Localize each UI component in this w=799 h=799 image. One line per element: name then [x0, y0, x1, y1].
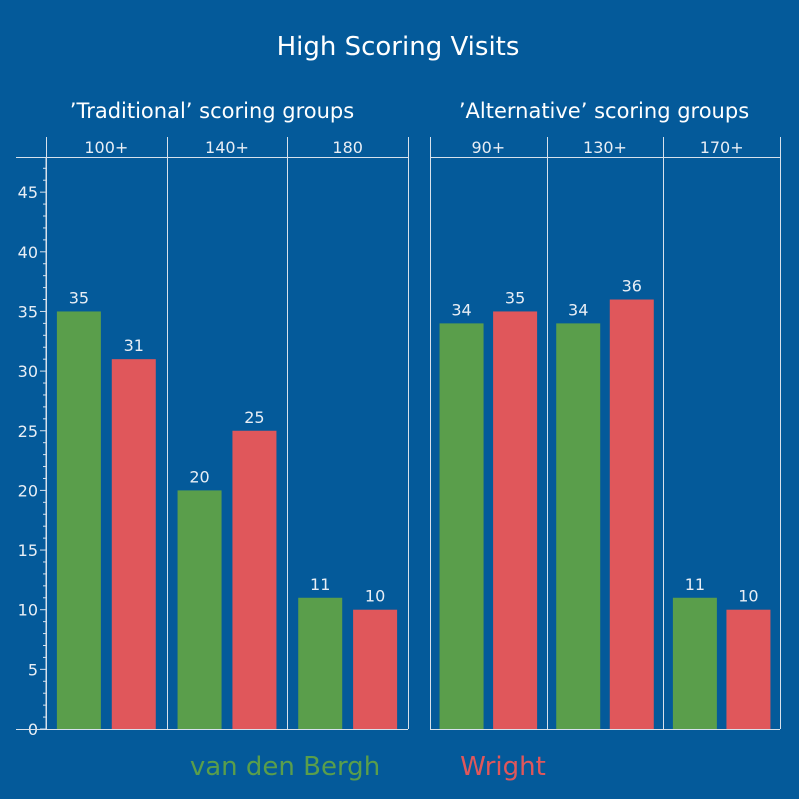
bar-wright	[232, 430, 277, 729]
data-label: 34	[451, 300, 471, 319]
y-tick-label: 15	[18, 541, 38, 560]
bar-wright	[493, 311, 538, 729]
data-label: 31	[124, 336, 144, 355]
panel-title: ’Traditional’ scoring groups	[70, 99, 354, 123]
y-tick-label: 5	[28, 660, 38, 679]
data-label: 20	[189, 467, 209, 486]
category-label: 90+	[471, 138, 505, 157]
bar-wright	[111, 359, 156, 729]
bar-wright	[609, 299, 654, 729]
category-label: 180	[332, 138, 363, 157]
bar-wright	[353, 609, 398, 729]
y-tick-label: 30	[18, 362, 38, 381]
chart-title: High Scoring Visits	[277, 32, 520, 62]
data-label: 10	[365, 587, 385, 606]
bar-van-den-bergh	[439, 323, 484, 729]
bar-van-den-bergh	[298, 597, 343, 729]
bar-van-den-bergh	[56, 311, 101, 729]
bar-wright	[726, 609, 771, 729]
y-tick-label: 35	[18, 302, 38, 321]
data-label: 25	[244, 408, 264, 427]
bar-van-den-bergh	[177, 490, 222, 729]
y-tick-label: 25	[18, 422, 38, 441]
legend-label-van-den-bergh: van den Bergh	[190, 752, 380, 782]
data-label: 10	[738, 587, 758, 606]
data-label: 11	[310, 575, 330, 594]
category-label: 140+	[205, 138, 249, 157]
legend-label-wright: Wright	[460, 752, 546, 782]
category-label: 130+	[583, 138, 627, 157]
bar-van-den-bergh	[556, 323, 601, 729]
panel-title: ’Alternative’ scoring groups	[459, 99, 749, 123]
data-label: 36	[622, 277, 642, 296]
data-label: 11	[685, 575, 705, 594]
data-label: 34	[568, 300, 588, 319]
y-tick-label: 20	[18, 481, 38, 500]
y-tick-label: 10	[18, 601, 38, 620]
category-label: 170+	[700, 138, 744, 157]
data-label: 35	[69, 288, 89, 307]
data-label: 35	[505, 288, 525, 307]
y-tick-label: 45	[18, 183, 38, 202]
y-tick-label: 40	[18, 243, 38, 262]
bar-van-den-bergh	[672, 597, 717, 729]
category-label: 100+	[84, 138, 128, 157]
